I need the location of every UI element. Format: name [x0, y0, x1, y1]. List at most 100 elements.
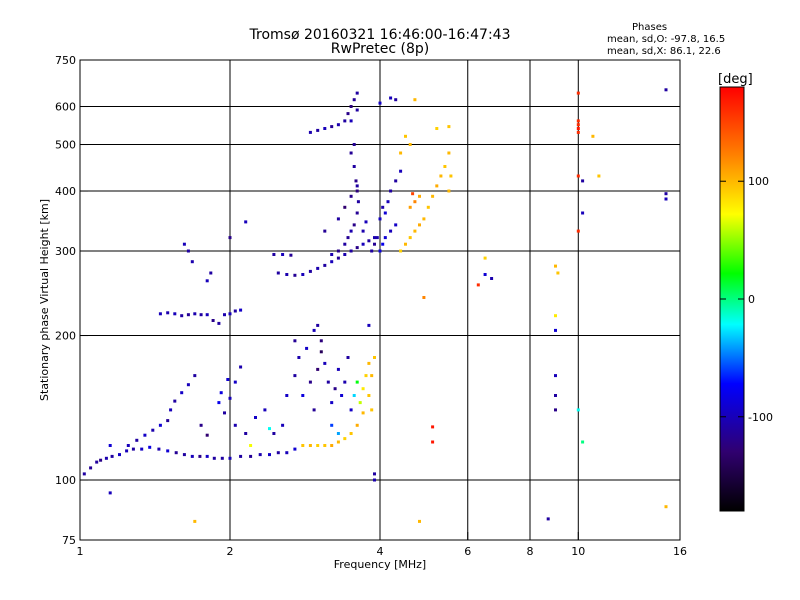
data-point	[233, 423, 237, 427]
data-point	[349, 194, 353, 198]
data-point	[323, 127, 327, 130]
data-point	[418, 194, 421, 198]
data-point	[394, 223, 398, 227]
data-point	[581, 440, 585, 444]
data-point	[554, 264, 557, 268]
chart-subtitle: RwPretec (8p)	[330, 41, 430, 57]
data-point	[193, 374, 197, 378]
data-point	[301, 394, 305, 397]
data-point	[355, 189, 359, 193]
data-point	[330, 260, 334, 264]
colorbar-tick-label: 100	[748, 175, 769, 188]
data-point	[367, 361, 371, 365]
data-point	[301, 444, 305, 447]
data-point	[389, 96, 393, 100]
data-point	[343, 437, 347, 441]
data-point	[483, 256, 487, 260]
data-point	[285, 273, 289, 276]
data-point	[378, 249, 382, 253]
data-point	[383, 211, 387, 215]
y-tick-label: 100	[55, 474, 76, 487]
data-point	[413, 98, 417, 102]
data-point	[326, 380, 330, 384]
data-point	[373, 236, 376, 240]
data-point	[268, 427, 271, 431]
data-point	[352, 143, 356, 146]
data-point	[343, 119, 347, 123]
data-point	[361, 242, 365, 246]
grid-lines	[80, 60, 680, 540]
data-point	[373, 478, 376, 482]
data-point	[336, 367, 340, 371]
data-point	[249, 444, 253, 447]
data-point	[581, 179, 585, 183]
data-point	[276, 451, 280, 455]
data-point	[330, 444, 334, 447]
data-point	[343, 380, 347, 384]
data-point	[285, 394, 289, 397]
data-point	[336, 432, 340, 435]
x-tick-label: 1	[77, 545, 84, 558]
data-point	[381, 205, 385, 209]
data-point	[330, 401, 334, 405]
data-point	[323, 444, 327, 447]
data-point	[354, 179, 358, 183]
data-point	[408, 236, 412, 240]
data-point	[333, 387, 337, 391]
data-point	[228, 236, 232, 240]
data-point	[316, 444, 320, 447]
data-point	[323, 263, 327, 267]
data-point	[483, 273, 487, 276]
data-point	[431, 440, 435, 444]
data-point	[358, 401, 362, 405]
data-point	[422, 296, 426, 299]
data-point	[190, 454, 194, 458]
data-point	[244, 432, 248, 435]
data-point	[367, 239, 371, 243]
data-point	[285, 451, 289, 455]
data-point	[422, 217, 426, 221]
data-point	[435, 127, 439, 130]
data-point	[308, 269, 312, 273]
data-point	[355, 108, 359, 112]
data-point	[205, 454, 209, 458]
data-point	[664, 192, 668, 196]
data-point	[158, 423, 162, 427]
data-point	[418, 223, 421, 227]
data-point	[308, 130, 312, 134]
phase-stats-title: Phases	[632, 22, 668, 33]
data-point	[316, 128, 320, 132]
data-point	[336, 440, 340, 444]
data-point	[219, 391, 223, 395]
data-point	[664, 505, 668, 509]
data-point	[404, 134, 407, 138]
data-point	[576, 229, 580, 233]
y-tick-label: 750	[55, 54, 76, 67]
data-point	[426, 205, 430, 209]
data-point	[361, 229, 365, 233]
colorbar-tick-label: -100	[748, 411, 773, 424]
data-point	[330, 423, 334, 427]
data-point	[352, 98, 356, 102]
x-tick-label: 16	[673, 545, 687, 558]
data-point	[281, 423, 285, 427]
data-point	[346, 356, 350, 359]
data-point	[301, 273, 305, 276]
data-point	[209, 271, 213, 275]
data-point	[336, 256, 340, 260]
data-point	[340, 394, 344, 397]
data-point	[447, 125, 451, 129]
data-point	[349, 432, 353, 435]
data-point	[308, 380, 312, 384]
data-point	[591, 134, 595, 138]
data-point	[223, 411, 226, 415]
data-point	[355, 91, 359, 95]
data-point	[239, 308, 243, 312]
data-point	[316, 266, 320, 270]
axis-ticks: 1 2 4 6 8 10 16 75 100 200 300 400 500 600 750	[55, 54, 687, 558]
data-point	[174, 451, 178, 455]
x-tick-label: 2	[227, 545, 234, 558]
data-point	[330, 125, 334, 129]
data-point	[316, 323, 320, 327]
data-point	[95, 460, 99, 464]
